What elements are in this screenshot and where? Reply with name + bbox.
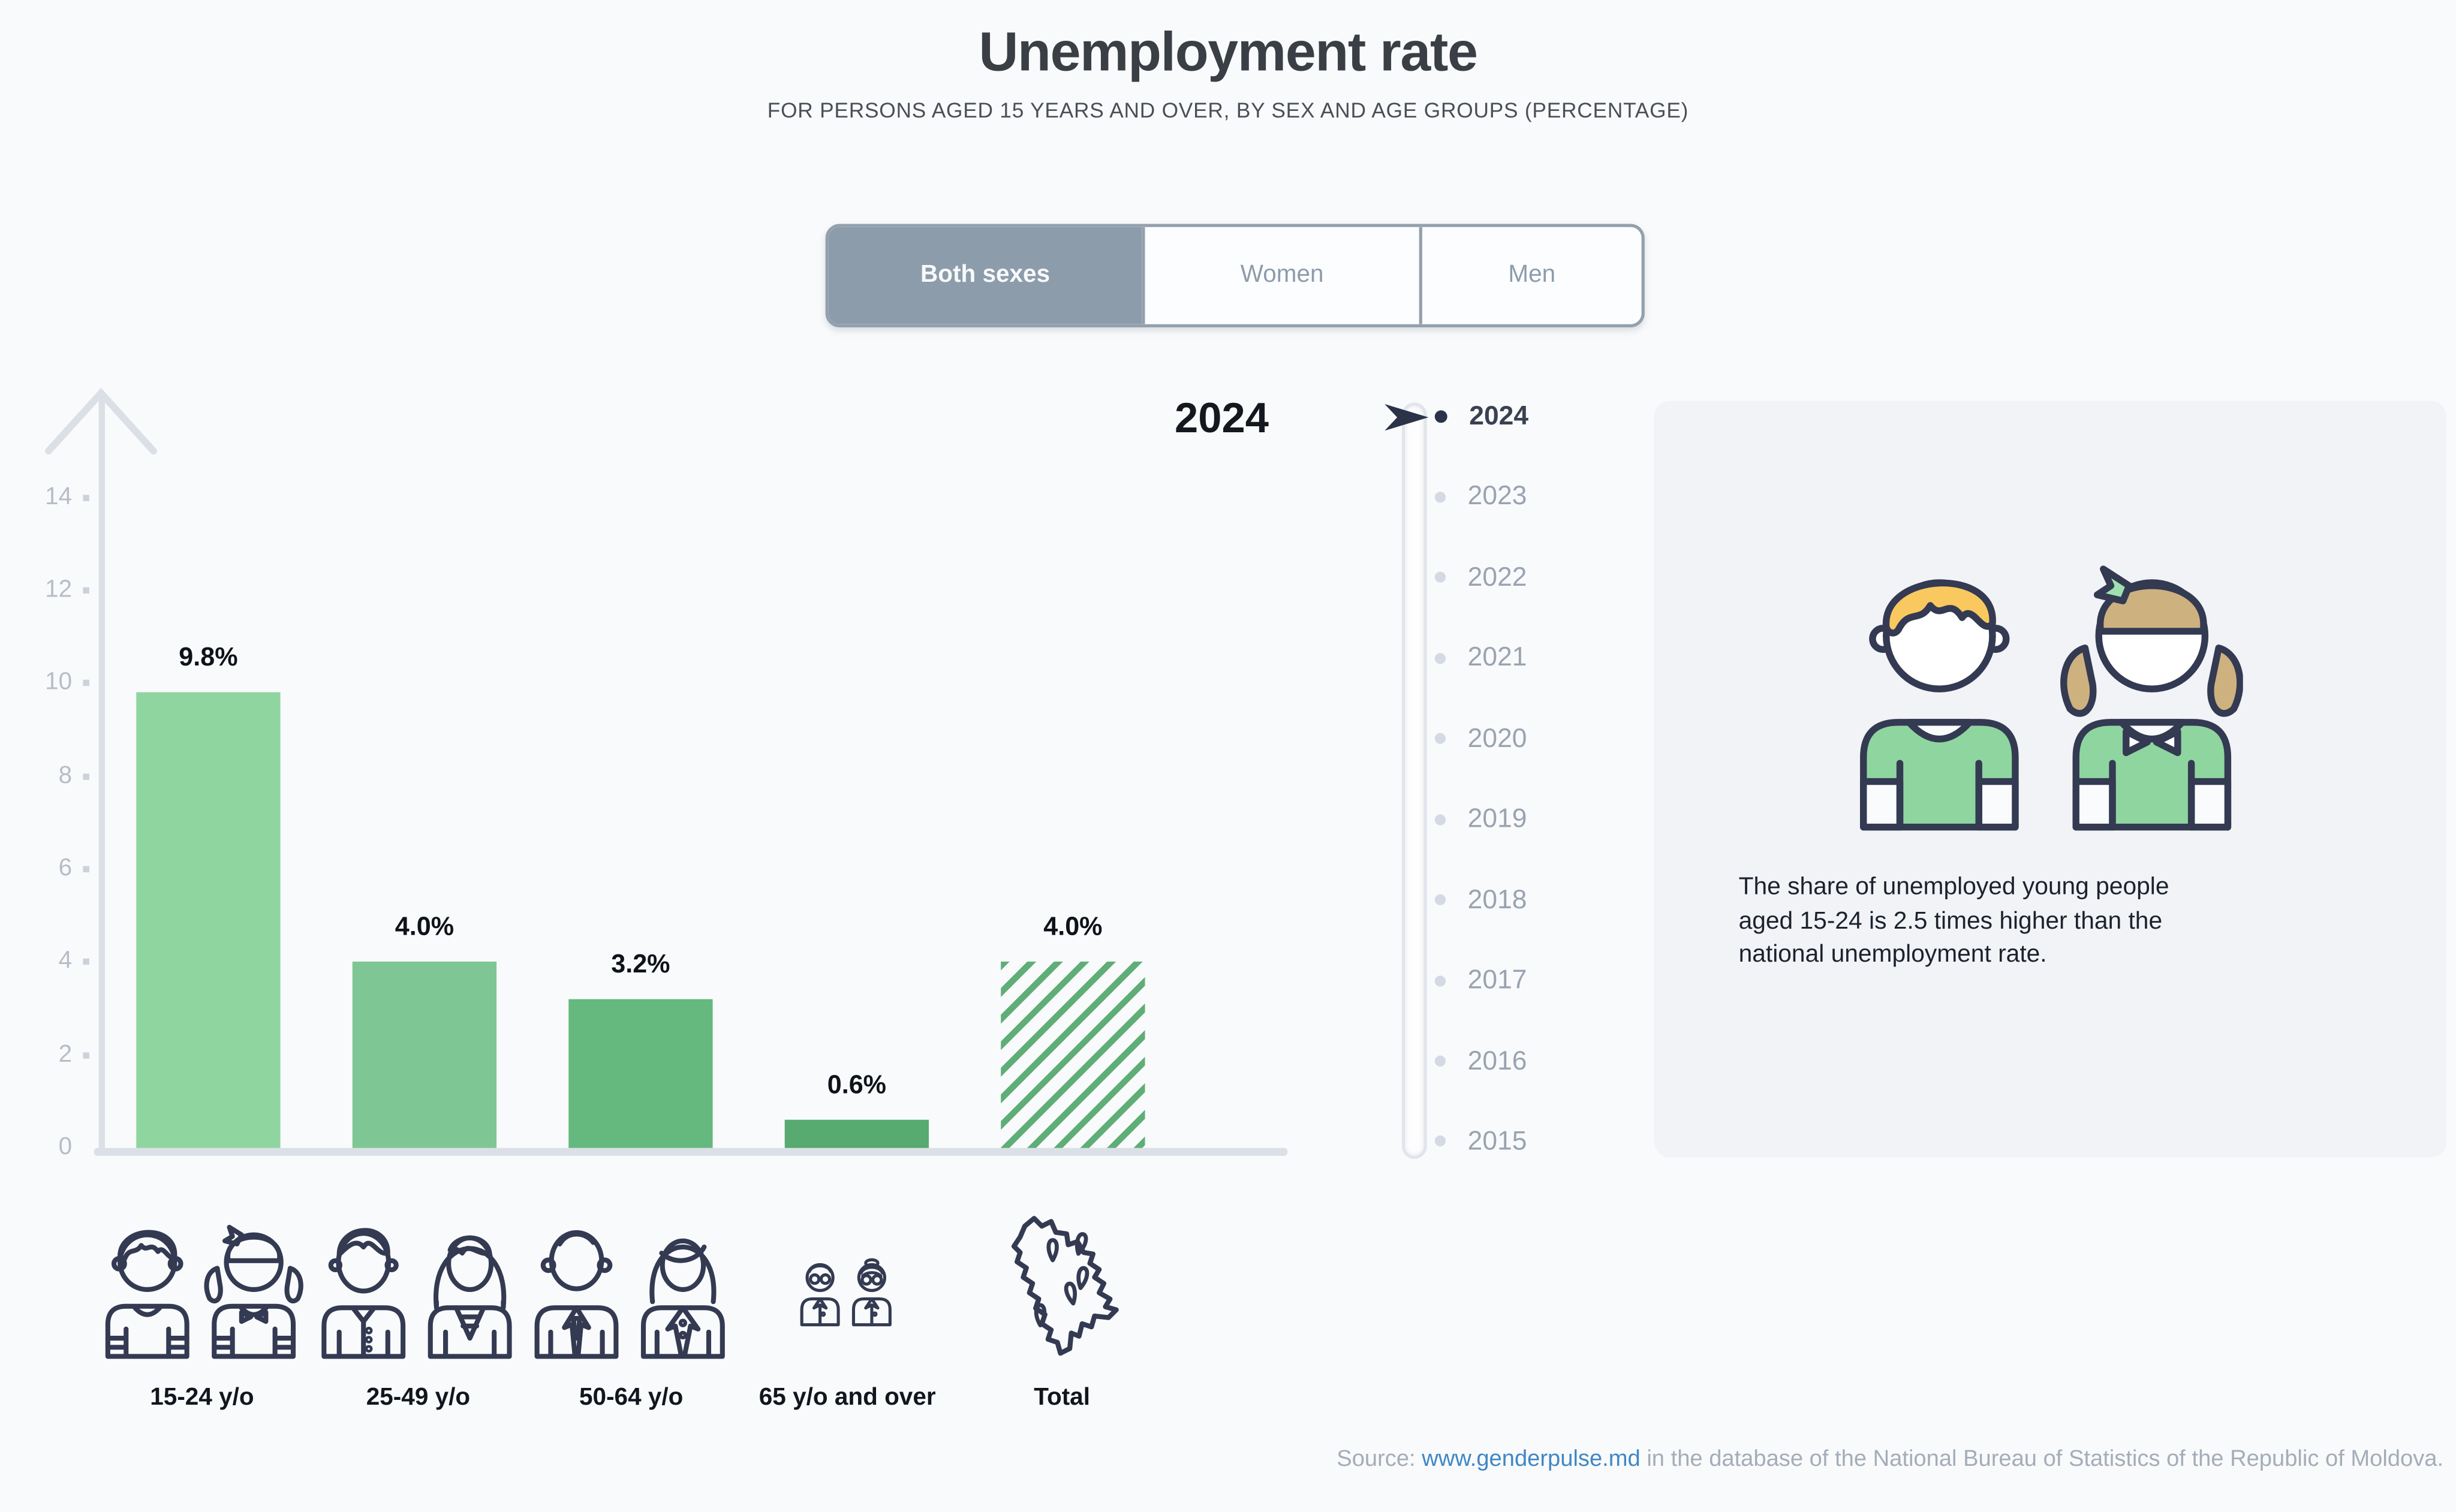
tab-women[interactable]: Women (1142, 227, 1419, 324)
age-icon-50-64 (534, 1230, 725, 1359)
page-title: Unemployment rate (979, 22, 1478, 83)
moldova-map-icon (1011, 1216, 1119, 1356)
y-tick-label: 14 (45, 483, 73, 510)
timeline-year-dot (1434, 894, 1446, 906)
timeline-year-2015[interactable]: 2015 (1434, 1121, 1527, 1162)
timeline-year-label: 2024 (1469, 400, 1529, 431)
timeline-year-dot (1434, 572, 1446, 583)
y-tick-mark (83, 866, 89, 873)
bar-value-label: 4.0% (1043, 913, 1103, 942)
y-tick-label: 0 (58, 1134, 73, 1161)
timeline-year-2020[interactable]: 2020 (1434, 718, 1527, 759)
info-text-line: national unemployment rate. (1738, 941, 2047, 968)
timeline-year-2023[interactable]: 2023 (1434, 477, 1527, 517)
source-prefix: Source: (1337, 1447, 1422, 1472)
y-axis-line (98, 393, 106, 1151)
timeline-year-label: 2023 (1467, 481, 1527, 511)
y-tick-mark (83, 494, 89, 501)
y-tick-label: 4 (58, 948, 73, 975)
timeline-year-label: 2022 (1467, 562, 1527, 592)
bar-50-64 y/o (568, 999, 713, 1148)
timeline-year-dot (1434, 410, 1447, 423)
tab-both-sexes[interactable]: Both sexes (828, 227, 1142, 324)
timeline-year-label: 2017 (1467, 965, 1527, 995)
age-icon-25-49 (321, 1228, 512, 1359)
timeline-year-2016[interactable]: 2016 (1434, 1041, 1527, 1082)
bar-value-label: 9.8% (179, 644, 238, 673)
timeline-year-dot (1434, 1136, 1446, 1147)
y-tick-label: 10 (45, 669, 73, 696)
y-tick-mark (83, 1052, 89, 1059)
timeline-year-label: 2021 (1467, 642, 1527, 673)
timeline-year-2018[interactable]: 2018 (1434, 880, 1527, 920)
info-text-line: The share of unemployed young people (1738, 874, 2169, 901)
timeline-year-label: 2020 (1467, 723, 1527, 753)
timeline-track[interactable] (1401, 402, 1427, 1159)
y-tick-mark (83, 680, 89, 687)
bar-65 y/o and over (784, 1120, 929, 1148)
timeline-year-label: 2016 (1467, 1045, 1527, 1076)
y-tick-mark (83, 773, 89, 780)
bar-25-49 y/o (352, 962, 497, 1148)
timeline-year-dot (1434, 492, 1446, 503)
timeline-year-dot (1434, 1055, 1446, 1067)
age-label-25-49: 25-49 y/o (366, 1384, 471, 1411)
timeline-year-label: 2019 (1467, 803, 1527, 834)
age-label-50-64: 50-64 y/o (579, 1384, 684, 1411)
bar-15-24 y/o (136, 692, 281, 1148)
timeline-year-label: 2015 (1467, 1126, 1527, 1156)
x-axis-line (94, 1147, 1288, 1155)
timeline-year-dot (1434, 652, 1446, 664)
timeline-year-label: 2018 (1467, 884, 1527, 914)
y-tick-mark (83, 587, 89, 594)
y-tick-label: 8 (58, 762, 73, 789)
age-icon-15-24 (105, 1224, 303, 1359)
timeline-year-2024[interactable]: 2024 (1434, 396, 1529, 437)
y-tick-label: 12 (45, 576, 73, 603)
timeline-year-2017[interactable]: 2017 (1434, 960, 1527, 1001)
bar-value-label: 3.2% (611, 950, 670, 979)
source-link[interactable]: www.genderpulse.md (1422, 1447, 1641, 1472)
info-box (1654, 400, 2447, 1158)
page-subtitle: FOR PERSONS AGED 15 YEARS AND OVER, BY S… (767, 98, 1689, 122)
age-label-65-over: 65 y/o and over (759, 1384, 936, 1411)
timeline-year-2019[interactable]: 2019 (1434, 799, 1527, 840)
timeline-year-dot (1434, 814, 1446, 825)
bar-value-label: 0.6% (827, 1071, 886, 1100)
timeline-year-2021[interactable]: 2021 (1434, 638, 1527, 679)
source-suffix: in the database of the National Bureau o… (1640, 1447, 2444, 1472)
age-label-total: Total (1034, 1384, 1090, 1411)
tab-men[interactable]: Men (1419, 227, 1642, 324)
y-tick-mark (83, 959, 89, 966)
timeline-year-2022[interactable]: 2022 (1434, 558, 1527, 598)
age-icon-65-over (800, 1258, 892, 1327)
y-tick-label: 6 (58, 855, 73, 882)
bar-value-label: 4.0% (395, 913, 455, 942)
y-tick-label: 2 (58, 1041, 73, 1068)
timeline-arrow-icon[interactable] (1384, 403, 1431, 430)
current-year-label: 2024 (1175, 394, 1269, 442)
info-text-line: aged 15-24 is 2.5 times higher than the (1738, 907, 2163, 935)
age-label-15-24: 15-24 y/o (150, 1384, 254, 1411)
bar-Total (1001, 962, 1145, 1148)
young-people-icon (1860, 565, 2243, 831)
timeline-year-dot (1434, 733, 1446, 745)
sex-tabs: Both sexes Women Men (825, 224, 1645, 327)
timeline-year-dot (1434, 975, 1446, 986)
info-text: The share of unemployed young people age… (1739, 871, 2381, 971)
source-line: Source: www.genderpulse.md in the databa… (1337, 1447, 2443, 1472)
